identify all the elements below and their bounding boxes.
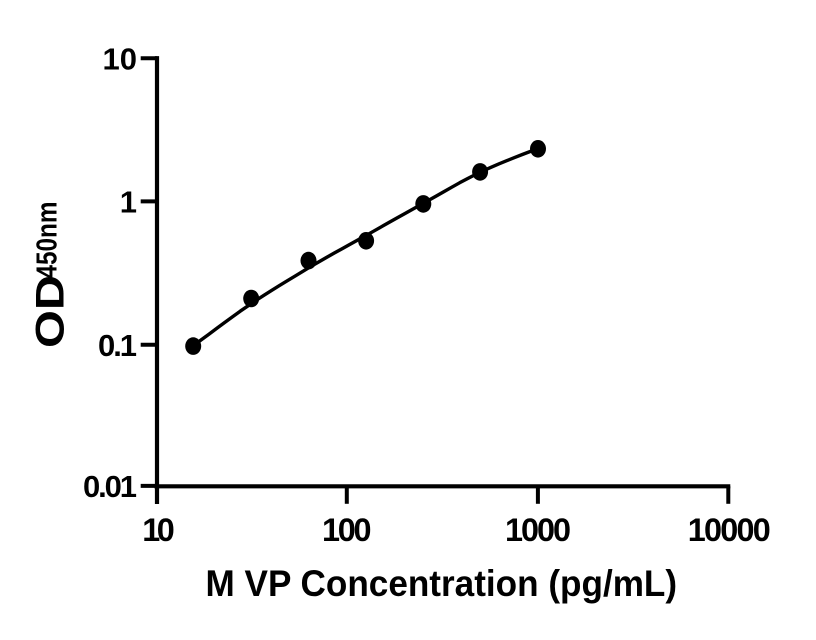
svg-text:1: 1 — [120, 185, 137, 220]
svg-text:OD: OD — [29, 275, 73, 348]
svg-text:0.1: 0.1 — [98, 328, 137, 363]
svg-text:450nm: 450nm — [31, 202, 63, 279]
svg-text:10000: 10000 — [688, 512, 771, 548]
svg-text:M VP Concentration (pg/mL): M VP Concentration (pg/mL) — [206, 563, 678, 604]
svg-text:0.01: 0.01 — [83, 469, 137, 504]
svg-text:100: 100 — [322, 512, 372, 548]
svg-text:1000: 1000 — [505, 512, 571, 548]
svg-text:10: 10 — [103, 42, 137, 77]
svg-text:10: 10 — [142, 512, 175, 548]
